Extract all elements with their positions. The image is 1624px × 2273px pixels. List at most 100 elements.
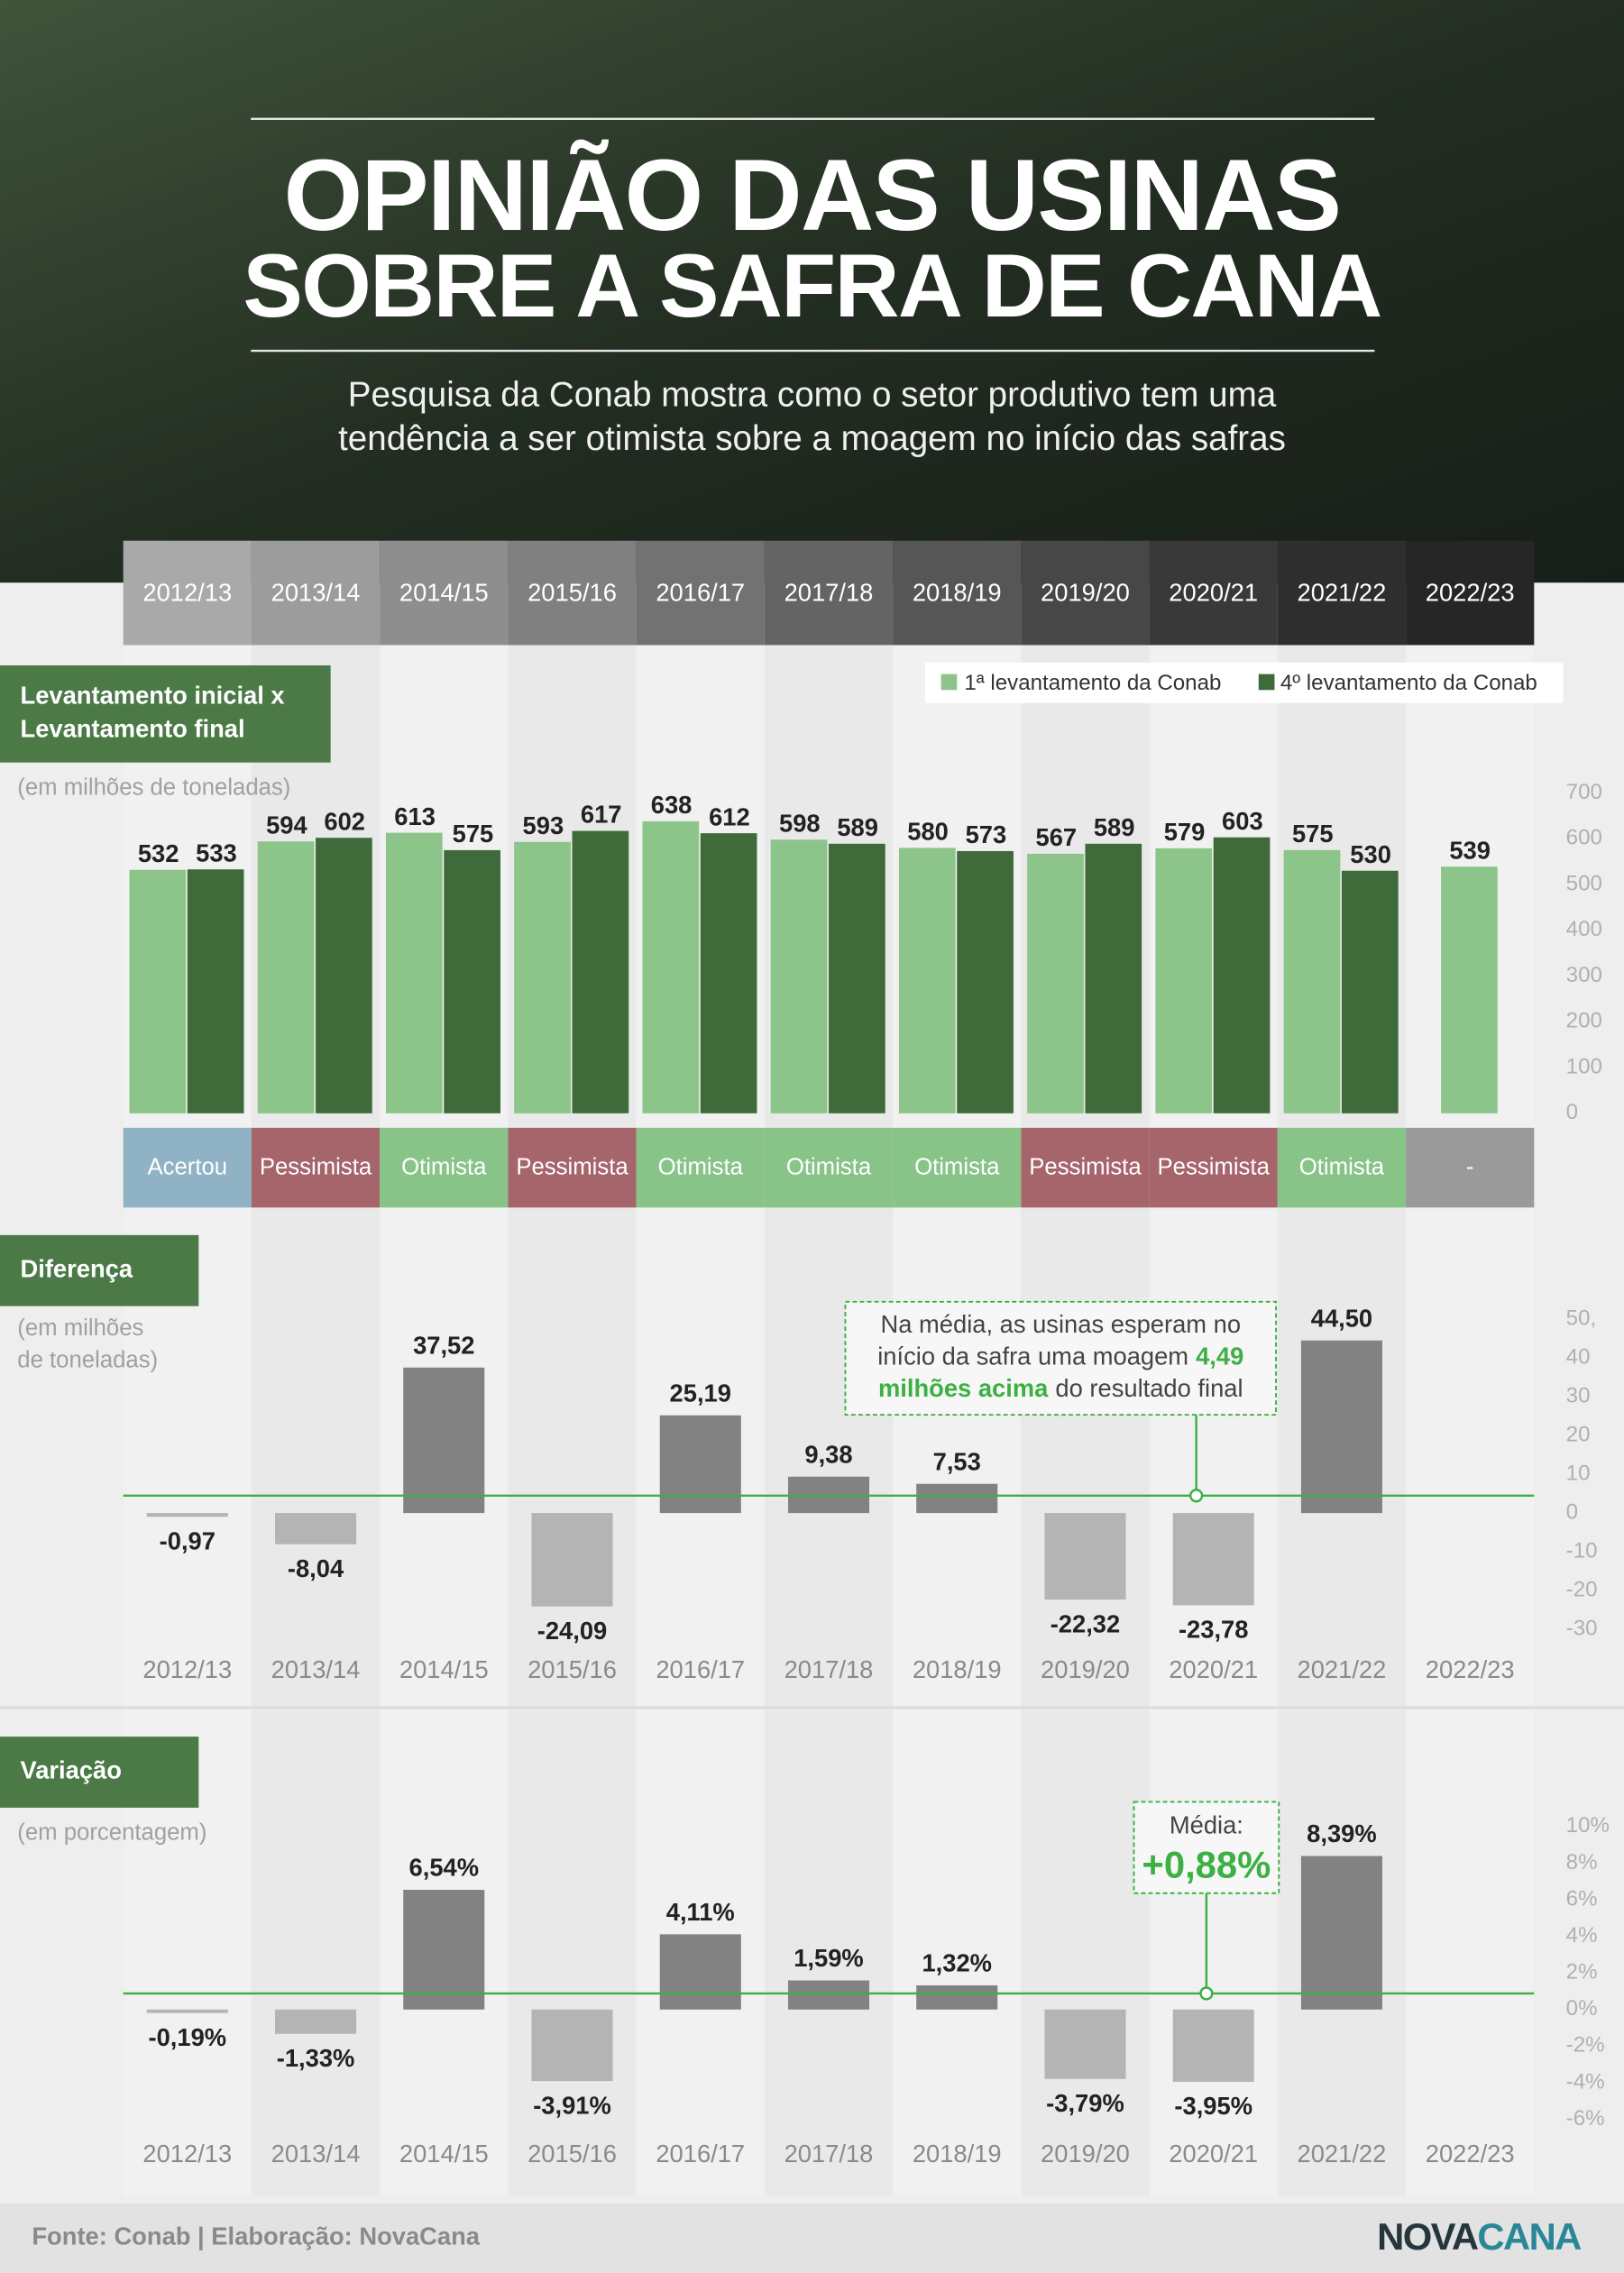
- y-tick-label: 0%: [1566, 1996, 1598, 2021]
- bar: [514, 841, 571, 1114]
- bar: [787, 1980, 870, 2010]
- y-tick-label: 40: [1566, 1344, 1591, 1369]
- bar: [828, 843, 885, 1114]
- value-label: 530: [1350, 840, 1391, 868]
- section-title: Levantamento inicial x: [21, 682, 285, 710]
- value-label: 593: [523, 811, 564, 839]
- y-tick-label: 8%: [1566, 1850, 1598, 1874]
- annotation-segment: 4,49: [1196, 1343, 1243, 1370]
- x-tick-label: 2016/17: [656, 2140, 745, 2168]
- bar: [1044, 1513, 1126, 1600]
- value-label: 25,19: [670, 1379, 731, 1407]
- value-label: 598: [779, 809, 821, 837]
- value-label: -8,04: [288, 1554, 344, 1582]
- x-tick-label: 2012/13: [142, 2140, 232, 2168]
- verdict-cell: [636, 1127, 765, 1208]
- x-tick-label: 2021/22: [1298, 2140, 1387, 2168]
- legend-box: [924, 662, 1564, 703]
- verdict-label: Otimista: [914, 1155, 1000, 1180]
- y-tick-label: 10: [1566, 1461, 1591, 1485]
- verdict-label: Otimista: [401, 1155, 487, 1180]
- value-label: 1,59%: [794, 1944, 864, 1972]
- x-tick-label: 2019/20: [1041, 578, 1130, 606]
- value-label: 532: [138, 839, 179, 867]
- verdict-cell: [508, 1127, 637, 1208]
- bar: [916, 1483, 998, 1514]
- value-label: 612: [709, 802, 750, 830]
- bar: [700, 833, 757, 1114]
- bar: [898, 848, 956, 1114]
- y-tick-label: -30: [1566, 1617, 1598, 1641]
- x-tick-label: 2016/17: [656, 578, 745, 606]
- value-label: 579: [1164, 818, 1206, 846]
- legend-swatch: [940, 674, 958, 691]
- y-tick-label: 0: [1566, 1499, 1578, 1524]
- x-tick-label: 2022/23: [1426, 1655, 1515, 1683]
- bar: [642, 820, 700, 1114]
- bar: [444, 849, 500, 1114]
- y-tick-label: -20: [1566, 1578, 1598, 1602]
- y-tick-label: 30: [1566, 1383, 1591, 1407]
- x-tick-label: 2015/16: [528, 2140, 617, 2168]
- section-title: Levantamento final: [21, 715, 245, 743]
- season-header-cell: [893, 540, 1022, 646]
- average-dot: [1199, 1986, 1214, 2001]
- logo-part: NOVA: [1377, 2215, 1479, 2258]
- verdict-cell: [1277, 1127, 1407, 1208]
- season-header-cell: [380, 540, 509, 646]
- bar: [1213, 837, 1271, 1114]
- average-dot: [1188, 1489, 1204, 1503]
- y-tick-label: 200: [1566, 1009, 1602, 1033]
- value-label: 539: [1449, 836, 1491, 864]
- x-tick-label: 2017/18: [784, 2140, 874, 2168]
- bar: [257, 841, 315, 1114]
- annotation: Média:: [1170, 1811, 1243, 1839]
- y-tick-label: 600: [1566, 826, 1602, 850]
- section-title-box: [0, 1737, 199, 1808]
- x-tick-label: 2013/14: [271, 578, 361, 606]
- bar: [572, 830, 629, 1114]
- x-tick-label: 2017/18: [784, 1655, 874, 1683]
- bar: [1044, 2009, 1126, 2079]
- footer-background: [0, 2203, 1624, 2273]
- x-tick-label: 2022/23: [1426, 578, 1515, 606]
- value-label: 613: [394, 802, 436, 830]
- value-label: -3,79%: [1046, 2089, 1124, 2117]
- verdict-label: Otimista: [786, 1155, 872, 1180]
- y-tick-label: 500: [1566, 871, 1602, 895]
- value-label: 7,53: [933, 1447, 981, 1475]
- bar: [1085, 843, 1142, 1114]
- bar: [146, 2009, 228, 2013]
- bar: [916, 1984, 998, 2010]
- verdict-label: Pessimista: [1158, 1155, 1271, 1180]
- annotation-box: [1133, 1801, 1280, 1894]
- value-label: -1,33%: [277, 2044, 355, 2072]
- value-label: 602: [324, 807, 365, 835]
- value-label: 638: [651, 791, 693, 819]
- x-tick-label: 2020/21: [1169, 578, 1258, 606]
- verdict-label: Pessimista: [260, 1155, 372, 1180]
- y-tick-label: -4%: [1566, 2069, 1605, 2094]
- x-tick-label: 2018/19: [913, 578, 1002, 606]
- section-subtitle: (em porcentagem): [17, 1820, 206, 1846]
- y-tick-label: -6%: [1566, 2106, 1605, 2131]
- section-title-box: [0, 664, 331, 763]
- verdict-cell: [764, 1127, 894, 1208]
- x-tick-label: 2013/14: [271, 1655, 361, 1683]
- logo: NOVACANA: [1377, 2215, 1582, 2258]
- x-tick-label: 2014/15: [399, 2140, 489, 2168]
- value-label: 589: [1094, 813, 1135, 841]
- title: SOBRE A SAFRA DE CANA: [243, 236, 1381, 336]
- subtitle: Pesquisa da Conab mostra como o setor pr…: [348, 376, 1277, 415]
- value-label: 573: [966, 820, 1007, 848]
- x-tick-label: 2020/21: [1169, 1655, 1258, 1683]
- x-tick-label: 2019/20: [1041, 1655, 1130, 1683]
- x-tick-label: 2021/22: [1298, 1655, 1387, 1683]
- annotation: +0,88%: [1142, 1844, 1271, 1886]
- annotation-segment: milhões acima: [878, 1374, 1049, 1402]
- value-label: -24,09: [537, 1617, 608, 1645]
- verdict-label: Pessimista: [516, 1155, 628, 1180]
- bar: [187, 869, 244, 1114]
